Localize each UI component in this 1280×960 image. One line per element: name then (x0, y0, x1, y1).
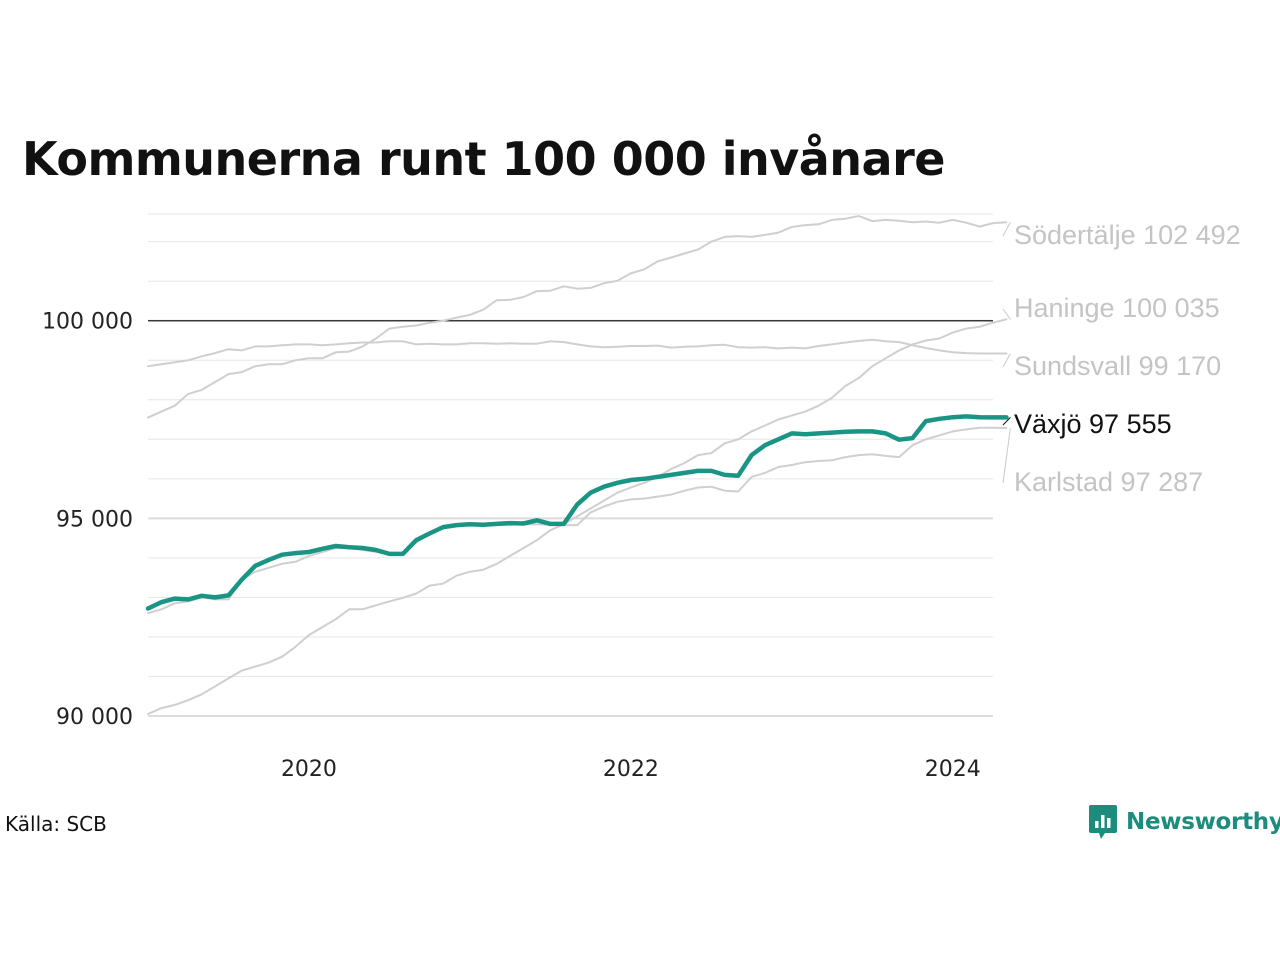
source-note: Källa: SCB (5, 812, 107, 836)
series-line-växjö (145, 414, 1009, 611)
gridlines (148, 213, 993, 717)
series-line-haninge (147, 318, 1008, 715)
series-line-karlstad (147, 426, 1008, 615)
newsworthy-logo-icon (1089, 805, 1117, 839)
brand-name: Newsworthy (1126, 809, 1280, 835)
series-lines (145, 215, 1009, 715)
series-line-sundsvall (147, 338, 1008, 368)
leader-line (1002, 308, 1011, 320)
leader-line (1002, 221, 1011, 237)
x-tick-label: 2024 (925, 757, 981, 782)
series-end-label: Växjö 97 555 (1014, 409, 1172, 439)
y-tick-label: 95 000 (56, 507, 133, 532)
series-end-label: Sundsvall 99 170 (1014, 351, 1221, 381)
y-tick-label: 90 000 (56, 705, 133, 730)
leader-line (1002, 427, 1011, 484)
chart-title: Kommunerna runt 100 000 invånare (22, 132, 945, 186)
y-tick-label: 100 000 (42, 310, 133, 335)
series-end-label: Södertälje 102 492 (1014, 220, 1241, 250)
brand-logo[interactable]: Newsworthy (1088, 804, 1280, 840)
axis-labels: 90 000 95 000 100 000 2020 2022 2024 (42, 310, 981, 782)
end-labels: Södertälje 102 492 Haninge 100 035 Sundsva… (1002, 220, 1241, 497)
leader-line (1002, 417, 1011, 426)
x-tick-label: 2022 (603, 757, 659, 782)
x-tick-label: 2020 (281, 757, 337, 782)
leader-line (1002, 353, 1011, 368)
series-line-södertälje (147, 215, 1008, 419)
series-end-label: Karlstad 97 287 (1014, 467, 1203, 497)
series-end-label: Haninge 100 035 (1014, 293, 1220, 323)
